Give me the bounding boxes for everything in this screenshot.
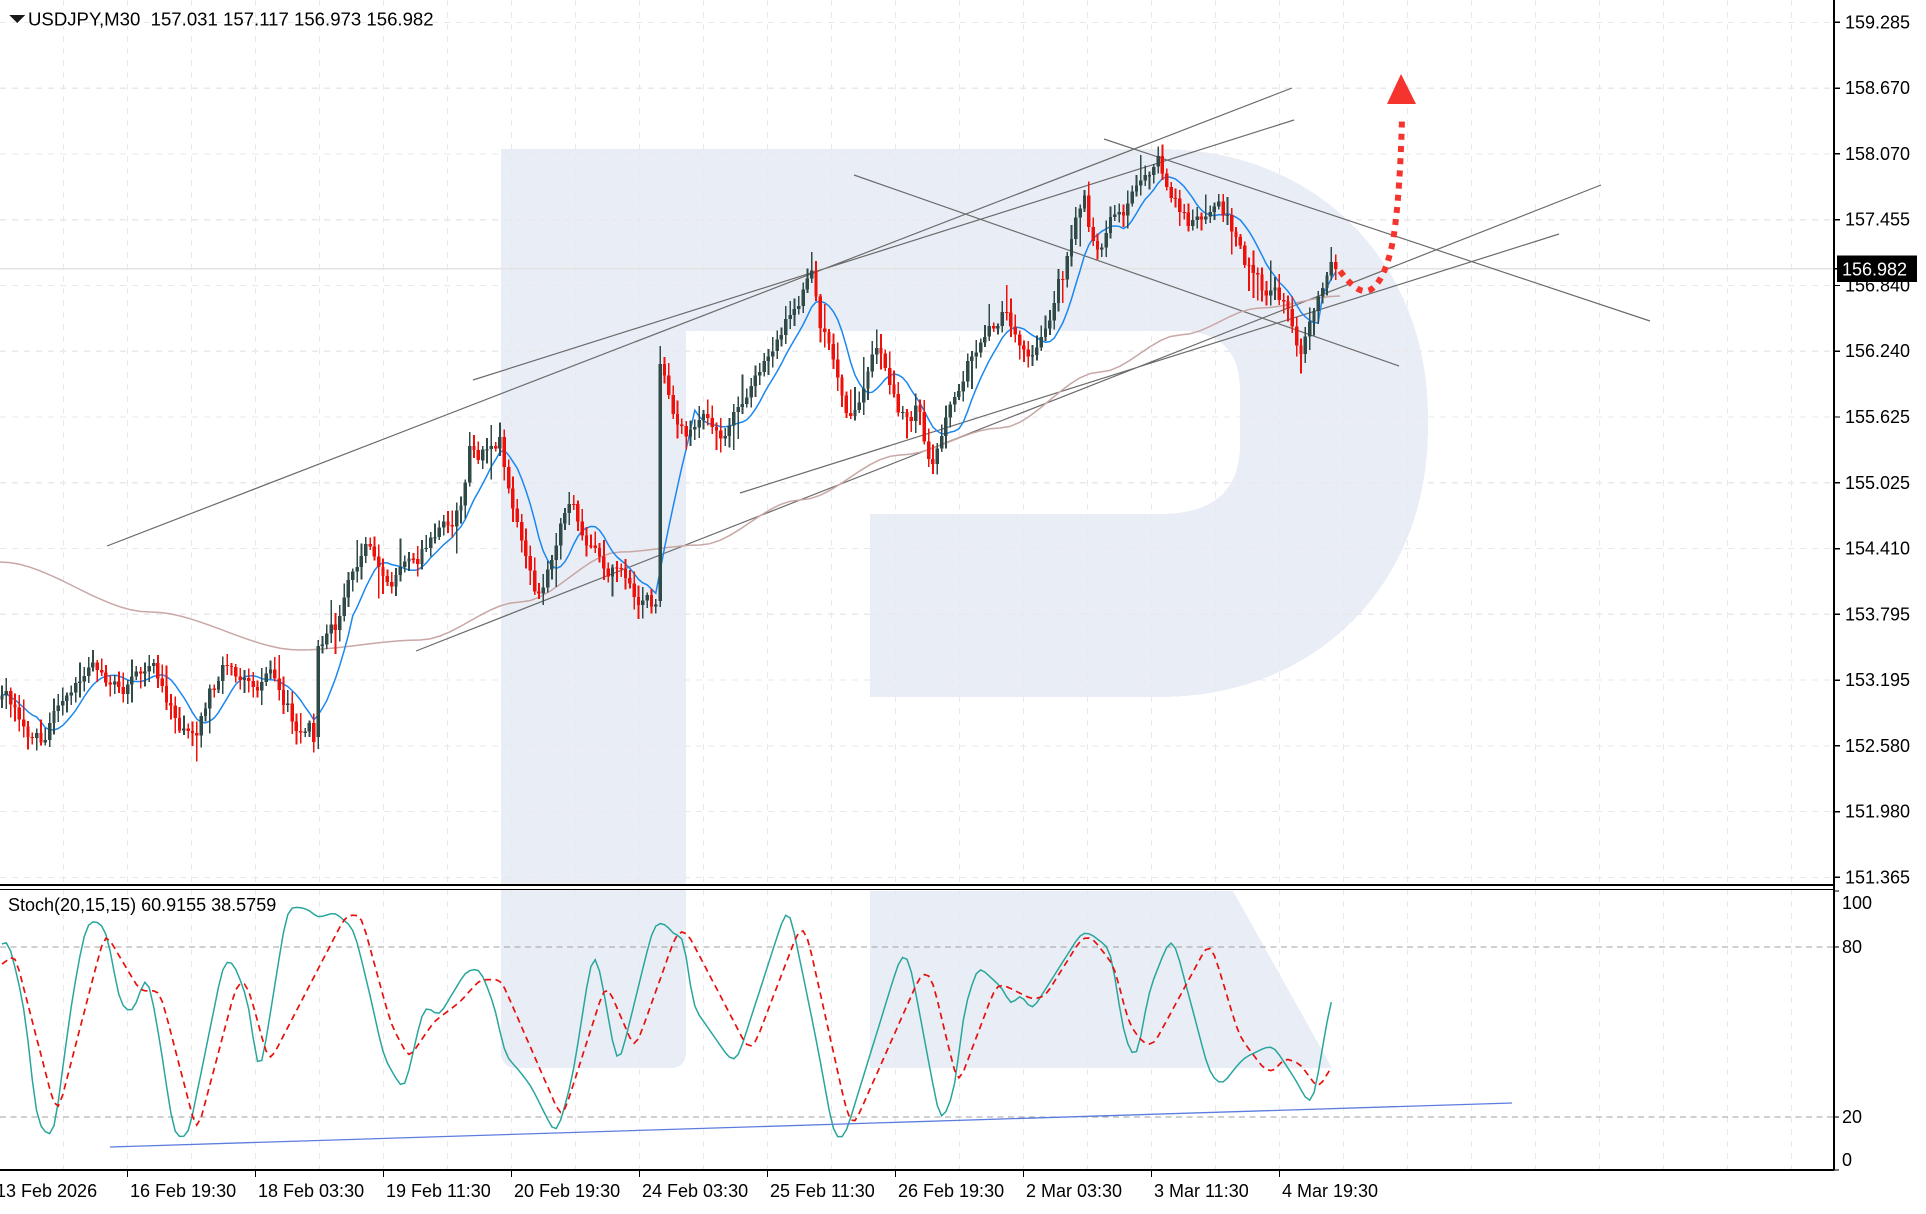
svg-text:157.455: 157.455	[1845, 210, 1910, 230]
svg-text:158.070: 158.070	[1845, 144, 1910, 164]
svg-text:159.285: 159.285	[1845, 12, 1910, 32]
svg-text:20 Feb 19:30: 20 Feb 19:30	[514, 1181, 620, 1201]
svg-text:26 Feb 19:30: 26 Feb 19:30	[898, 1181, 1004, 1201]
svg-text:152.580: 152.580	[1845, 736, 1910, 756]
svg-text:4 Mar 19:30: 4 Mar 19:30	[1282, 1181, 1378, 1201]
svg-text:153.195: 153.195	[1845, 670, 1910, 690]
svg-text:25 Feb 11:30: 25 Feb 11:30	[770, 1181, 875, 1201]
svg-text:24 Feb 03:30: 24 Feb 03:30	[642, 1181, 748, 1201]
svg-text:151.980: 151.980	[1845, 802, 1910, 822]
svg-text:155.625: 155.625	[1845, 407, 1910, 427]
svg-text:155.025: 155.025	[1845, 473, 1910, 493]
svg-text:151.365: 151.365	[1845, 867, 1910, 887]
svg-text:153.795: 153.795	[1845, 604, 1910, 624]
svg-text:USDJPY,M30 157.031 157.117 15: USDJPY,M30 157.031 157.117 156.973 156.9…	[28, 9, 434, 30]
svg-text:156.240: 156.240	[1845, 341, 1910, 361]
svg-text:0: 0	[1842, 1150, 1852, 1170]
svg-text:19 Feb 11:30: 19 Feb 11:30	[386, 1181, 491, 1201]
svg-text:13 Feb 2026: 13 Feb 2026	[0, 1181, 97, 1201]
svg-text:2 Mar 03:30: 2 Mar 03:30	[1026, 1181, 1122, 1201]
svg-text:16 Feb 19:30: 16 Feb 19:30	[130, 1181, 236, 1201]
svg-text:3 Mar 11:30: 3 Mar 11:30	[1154, 1181, 1249, 1201]
svg-text:20: 20	[1842, 1107, 1862, 1127]
svg-text:80: 80	[1842, 937, 1862, 957]
svg-text:18 Feb 03:30: 18 Feb 03:30	[258, 1181, 364, 1201]
svg-text:158.670: 158.670	[1845, 78, 1910, 98]
svg-text:100: 100	[1842, 893, 1872, 913]
svg-text:Stoch(20,15,15) 60.9155 38.575: Stoch(20,15,15) 60.9155 38.5759	[8, 895, 276, 915]
svg-text:156.982: 156.982	[1842, 259, 1907, 279]
svg-text:154.410: 154.410	[1845, 539, 1910, 559]
